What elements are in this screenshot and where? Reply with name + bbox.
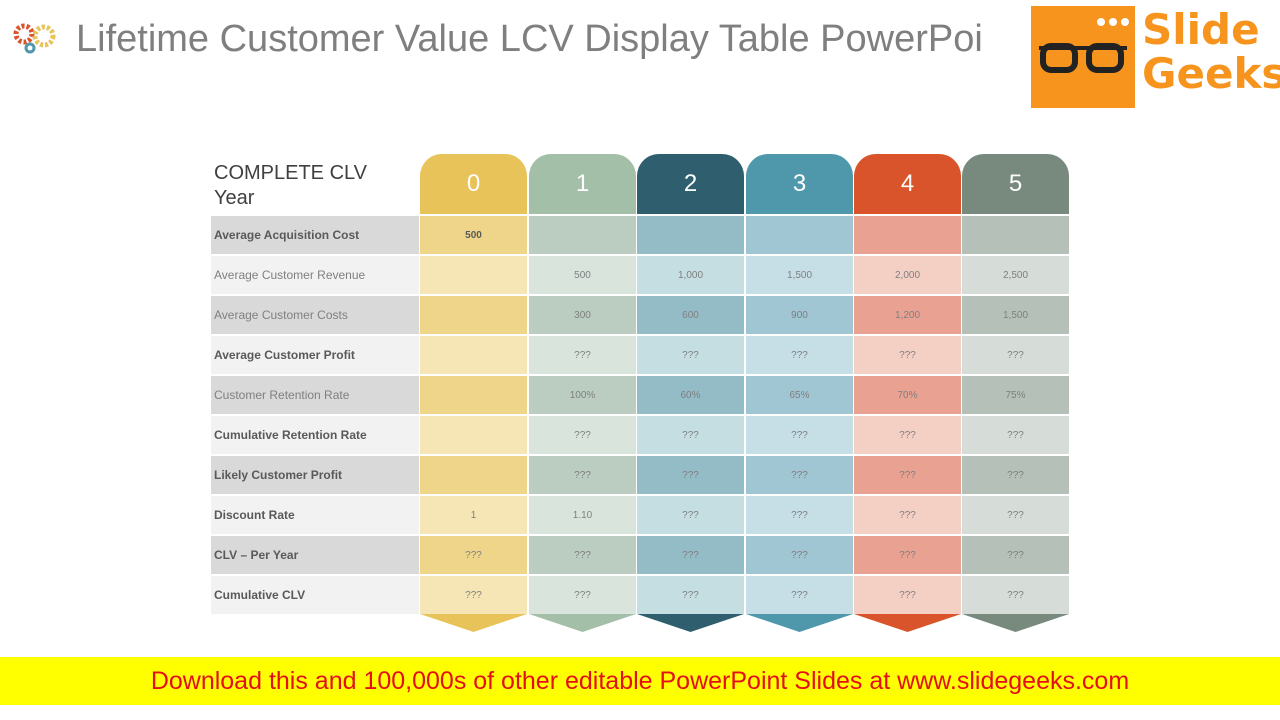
column-header: 5 <box>962 154 1069 214</box>
table-cell: 70% <box>854 376 961 414</box>
logo-line: Slide <box>1142 5 1260 54</box>
table-cell: ??? <box>637 536 744 574</box>
table-cell: ??? <box>420 576 527 614</box>
table-cell: 1,500 <box>962 296 1069 334</box>
column-header: 3 <box>746 154 853 214</box>
table-cell: ??? <box>962 456 1069 494</box>
row-label: Average Customer Costs <box>211 296 419 334</box>
table-cell: ??? <box>746 496 853 534</box>
row-label: Discount Rate <box>211 496 419 534</box>
table-cell: 2,000 <box>854 256 961 294</box>
gear-icons <box>13 23 56 54</box>
row-label: Average Customer Profit <box>211 336 419 374</box>
table-cell: ??? <box>854 336 961 374</box>
table-cell: ??? <box>637 576 744 614</box>
row-label: Average Customer Revenue <box>211 256 419 294</box>
column-arrow <box>420 614 527 632</box>
table-cell: ??? <box>746 576 853 614</box>
table-cell: 75% <box>962 376 1069 414</box>
table-cell: ??? <box>746 416 853 454</box>
table-cell: ??? <box>854 456 961 494</box>
column-arrow <box>962 614 1069 632</box>
table-cell <box>420 256 527 294</box>
logo <box>1031 6 1135 108</box>
table-cell <box>420 376 527 414</box>
table-cell <box>420 296 527 334</box>
footer-banner: Download this and 100,000s of other edit… <box>0 657 1280 705</box>
title: Lifetime Customer Value LCV Display Tabl… <box>76 18 983 60</box>
row-label: Cumulative Retention Rate <box>211 416 419 454</box>
row-label: Customer Retention Rate <box>211 376 419 414</box>
table-cell <box>637 216 744 254</box>
corner-line: Year <box>214 187 255 209</box>
table-cell: ??? <box>637 456 744 494</box>
table-cell: 65% <box>746 376 853 414</box>
table-cell: ??? <box>637 416 744 454</box>
table-cell: ??? <box>529 536 636 574</box>
table-cell: ??? <box>962 496 1069 534</box>
row-label: Cumulative CLV <box>211 576 419 614</box>
logo-line: Geeks <box>1142 49 1280 98</box>
table-cell: ??? <box>746 536 853 574</box>
column-arrow <box>746 614 853 632</box>
table-cell: 1,500 <box>746 256 853 294</box>
table-cell <box>962 216 1069 254</box>
table-cell: ??? <box>529 336 636 374</box>
table-cell: ??? <box>962 416 1069 454</box>
column-header: 2 <box>637 154 744 214</box>
table-cell: 300 <box>529 296 636 334</box>
row-label: CLV – Per Year <box>211 536 419 574</box>
column-header: 1 <box>529 154 636 214</box>
table-cell: ??? <box>529 576 636 614</box>
table-cell: 900 <box>746 296 853 334</box>
table-cell: ??? <box>854 416 961 454</box>
table-cell: ??? <box>854 536 961 574</box>
row-label: Likely Customer Profit <box>211 456 419 494</box>
table-cell: 1 <box>420 496 527 534</box>
row-label: Average Acquisition Cost <box>211 216 419 254</box>
table-corner: COMPLETE CLV Year <box>214 161 367 211</box>
table-cell: ??? <box>529 456 636 494</box>
column-arrow <box>637 614 744 632</box>
table-cell: 500 <box>529 256 636 294</box>
table-cell <box>420 336 527 374</box>
corner-line: COMPLETE CLV <box>214 162 367 184</box>
column-arrow <box>529 614 636 632</box>
table-cell: 2,500 <box>962 256 1069 294</box>
table-cell: 500 <box>420 216 527 254</box>
logo-text: Slide Geeks <box>1142 8 1280 96</box>
table-cell: ??? <box>746 456 853 494</box>
column-header: 0 <box>420 154 527 214</box>
table-cell <box>529 216 636 254</box>
table-cell: ??? <box>854 576 961 614</box>
table-cell: 1,200 <box>854 296 961 334</box>
table-cell <box>420 416 527 454</box>
table-cell: ??? <box>420 536 527 574</box>
table-cell: ??? <box>962 576 1069 614</box>
table-cell <box>420 456 527 494</box>
table-cell: 600 <box>637 296 744 334</box>
table-cell: 60% <box>637 376 744 414</box>
column-arrow <box>854 614 961 632</box>
column-header: 4 <box>854 154 961 214</box>
table-cell: ??? <box>529 416 636 454</box>
table-cell: ??? <box>637 496 744 534</box>
table-cell: ??? <box>962 336 1069 374</box>
table-cell: ??? <box>637 336 744 374</box>
table-cell <box>746 216 853 254</box>
table-cell: 100% <box>529 376 636 414</box>
table-cell: ??? <box>962 536 1069 574</box>
table-cell: 1.10 <box>529 496 636 534</box>
table-cell: ??? <box>746 336 853 374</box>
table-cell: ??? <box>854 496 961 534</box>
table-cell: 1,000 <box>637 256 744 294</box>
table-cell <box>854 216 961 254</box>
